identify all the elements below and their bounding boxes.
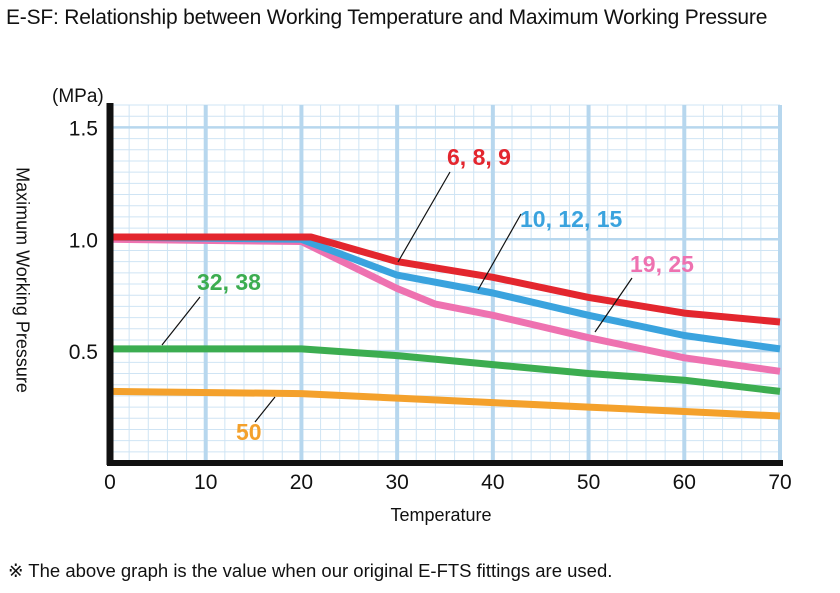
x-tick-label: 70 — [768, 471, 791, 494]
y-tick-label: 1.0 — [69, 229, 98, 252]
x-tick-label: 10 — [194, 471, 217, 494]
series-label: 6, 8, 9 — [447, 144, 511, 170]
series-leader-line — [397, 171, 451, 263]
series-line — [110, 345, 781, 395]
y-tick-label: 0.5 — [69, 341, 98, 364]
page-title: E-SF: Relationship between Working Tempe… — [6, 6, 768, 29]
x-axis-label: Temperature — [390, 505, 492, 525]
x-tick-label: 40 — [481, 471, 504, 494]
series-label: 10, 12, 15 — [520, 206, 623, 232]
series-leader-line — [161, 296, 201, 346]
series-label: 32, 38 — [197, 269, 261, 295]
series-label: 19, 25 — [630, 251, 694, 277]
series-line — [110, 233, 781, 326]
y-tick-label: 1.5 — [69, 117, 98, 140]
series-line — [109, 387, 781, 420]
x-tick-label: 60 — [673, 471, 696, 494]
x-tick-label: 20 — [290, 471, 313, 494]
footnote: ※ The above graph is the value when our … — [8, 560, 613, 581]
x-tick-label: 50 — [577, 471, 600, 494]
series-leader-line — [254, 396, 276, 423]
y-axis-unit: (MPa) — [52, 86, 104, 107]
series-label: 50 — [236, 419, 262, 445]
x-tick-label: 30 — [385, 471, 408, 494]
series-line — [109, 235, 781, 375]
series-leader-line — [594, 277, 633, 333]
series-leader-line — [477, 213, 522, 291]
x-tick-label: 0 — [104, 471, 116, 494]
